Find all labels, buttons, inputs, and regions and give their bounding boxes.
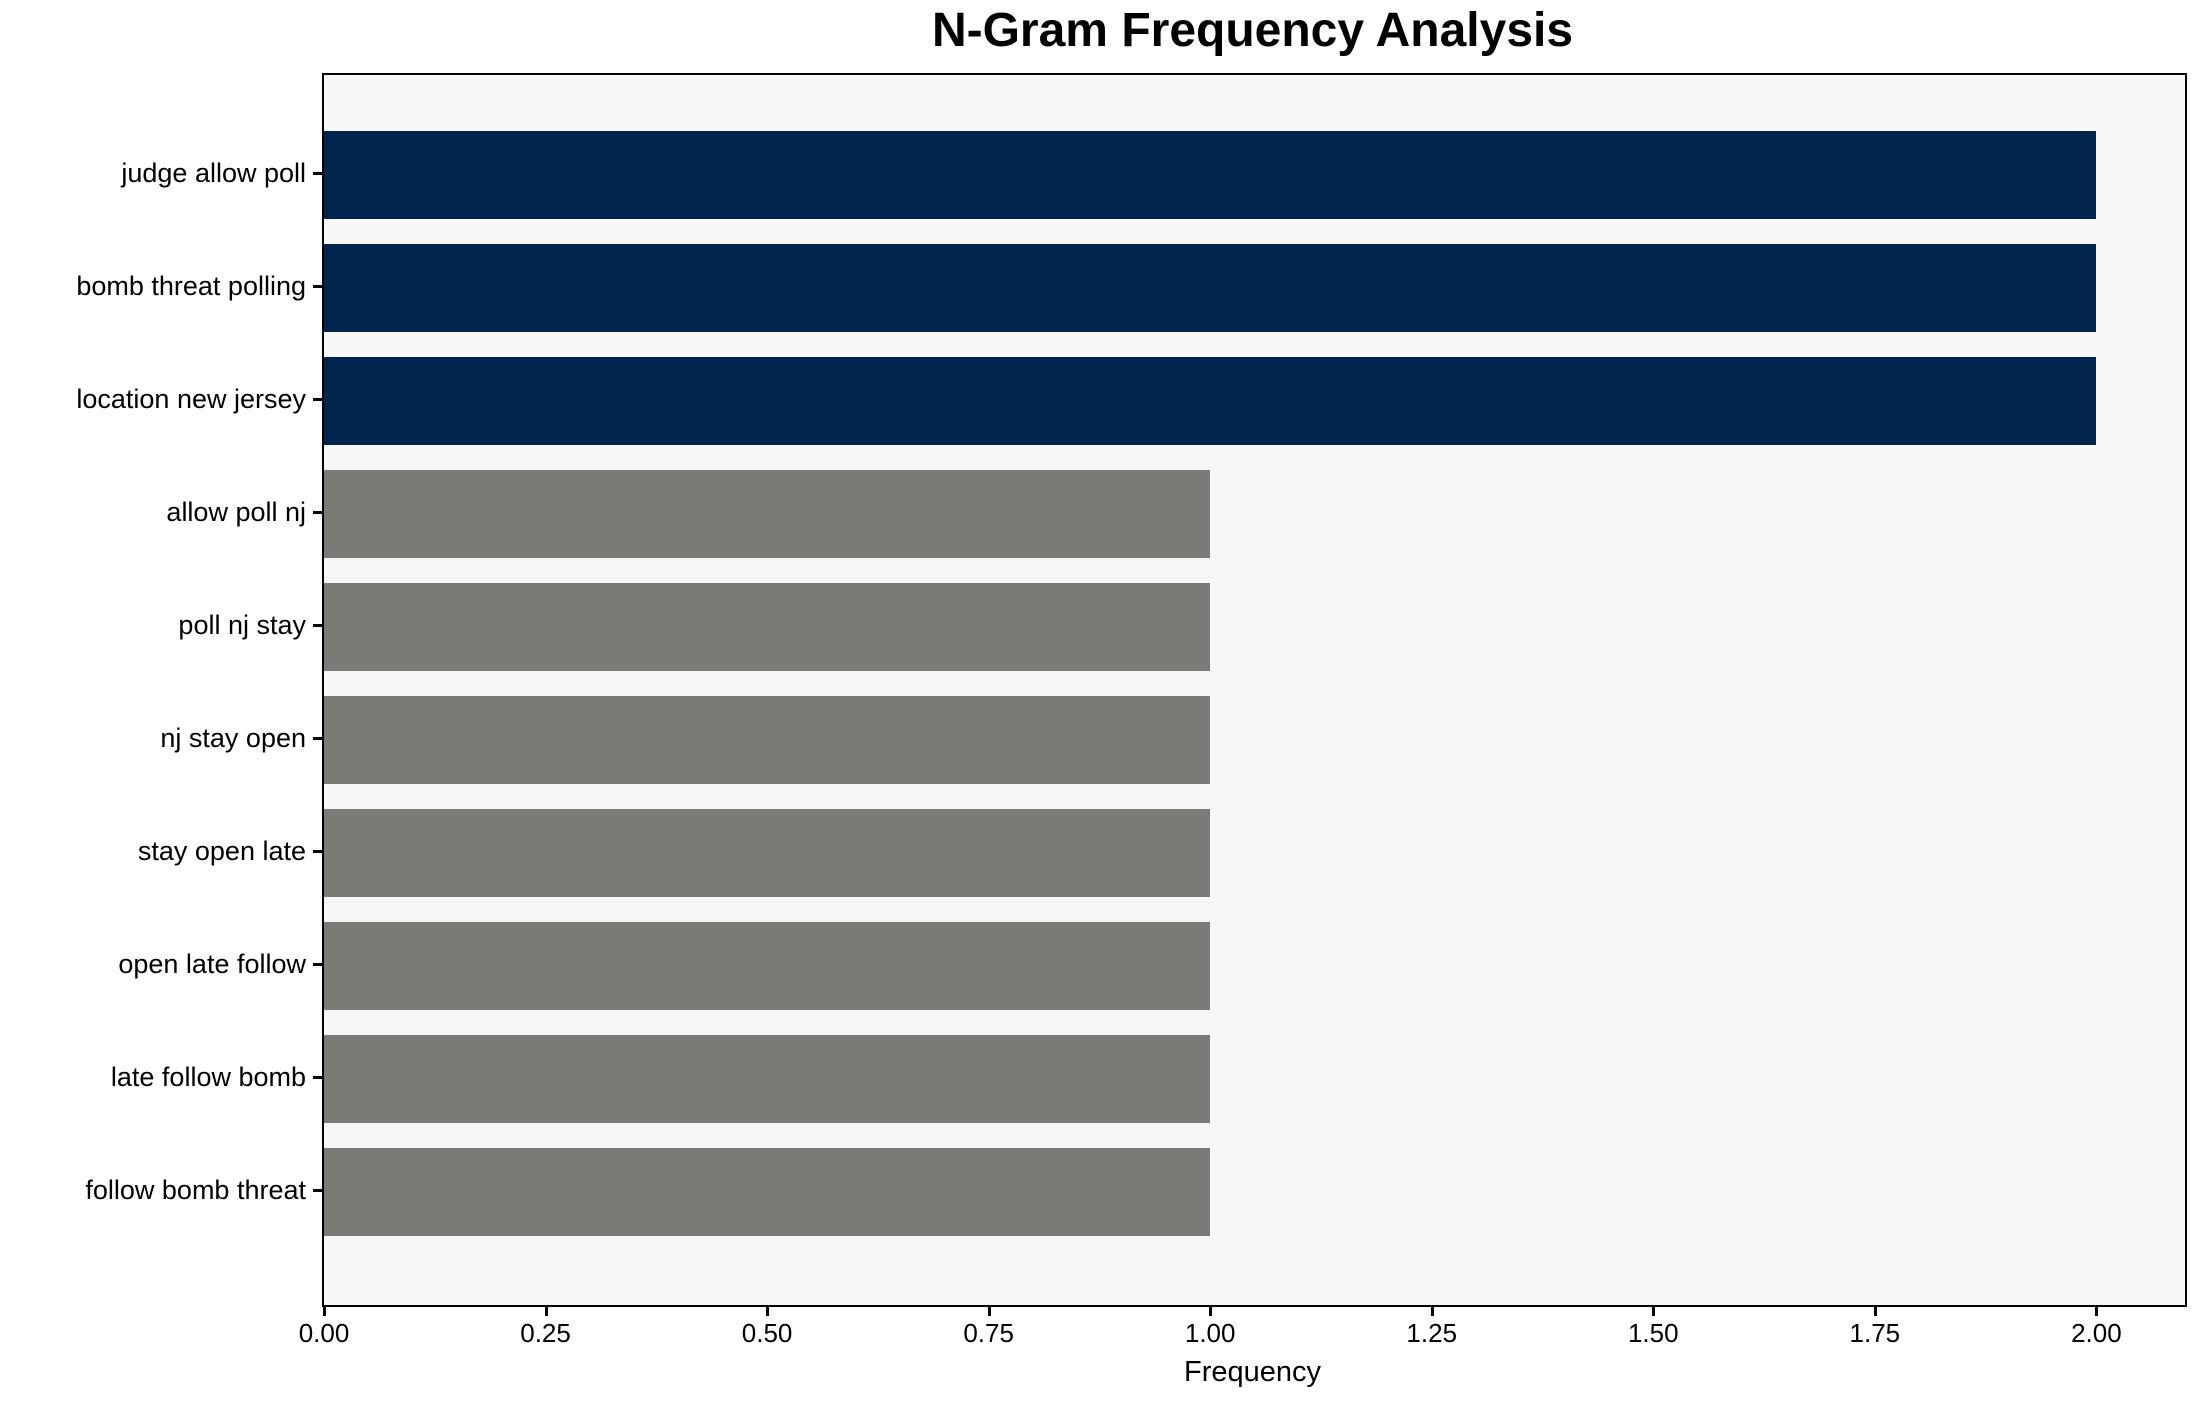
y-tick-mark: [313, 624, 322, 627]
y-tick-mark: [313, 737, 322, 740]
x-tick-label: 1.25: [1406, 1318, 1458, 1348]
y-axis-label: bomb threat polling: [76, 271, 306, 301]
bar: [324, 357, 2097, 445]
x-tick-label: 1.75: [1849, 1318, 1901, 1348]
x-tick-mark: [987, 1307, 991, 1316]
plot-area: [322, 73, 2187, 1307]
y-tick-mark: [313, 398, 322, 401]
x-tick-mark: [1652, 1307, 1656, 1316]
x-tick-mark: [323, 1307, 326, 1316]
chart-title: N-Gram Frequency Analysis: [931, 4, 1574, 57]
x-tick-label: 2.00: [2071, 1318, 2122, 1348]
x-tick-mark: [544, 1307, 548, 1316]
bar: [324, 1035, 1211, 1123]
y-tick-mark: [313, 1076, 322, 1079]
bar: [324, 244, 2097, 332]
y-axis-label: location new jersey: [76, 384, 306, 414]
x-tick-label: 0.00: [298, 1318, 350, 1348]
x-tick-mark: [1873, 1307, 1877, 1316]
x-tick-mark: [2095, 1307, 2099, 1316]
y-axis-label: open late follow: [118, 949, 306, 979]
x-tick-label: 0.50: [741, 1318, 793, 1348]
y-tick-mark: [313, 850, 322, 853]
y-axis-label: stay open late: [137, 836, 306, 866]
y-axis-label: allow poll nj: [166, 497, 306, 527]
x-tick-label: 1.50: [1627, 1318, 1679, 1348]
x-tick-mark: [1209, 1307, 1213, 1316]
y-axis-label: late follow bomb: [110, 1062, 306, 1092]
bar: [324, 696, 1211, 784]
bar: [324, 809, 1211, 897]
y-tick-mark: [313, 285, 322, 288]
x-axis-label: Frequency: [1183, 1356, 1321, 1388]
y-tick-mark: [313, 1189, 322, 1192]
bar: [324, 583, 1211, 671]
bar: [324, 131, 2097, 219]
bar: [324, 470, 1211, 558]
x-tick-mark: [1430, 1307, 1434, 1316]
x-tick-label: 1.00: [1184, 1318, 1236, 1348]
x-tick-label: 0.75: [963, 1318, 1014, 1348]
y-axis-label: nj stay open: [160, 723, 306, 753]
y-axis-label: follow bomb threat: [85, 1175, 306, 1205]
y-tick-mark: [313, 172, 322, 175]
x-tick-label: 0.25: [520, 1318, 571, 1348]
y-tick-mark: [313, 511, 322, 514]
y-axis-label: poll nj stay: [178, 610, 306, 640]
bar: [324, 1148, 1211, 1236]
x-tick-mark: [766, 1307, 770, 1316]
y-tick-mark: [313, 963, 322, 966]
y-axis-label: judge allow poll: [121, 158, 306, 188]
bar: [324, 922, 1211, 1010]
